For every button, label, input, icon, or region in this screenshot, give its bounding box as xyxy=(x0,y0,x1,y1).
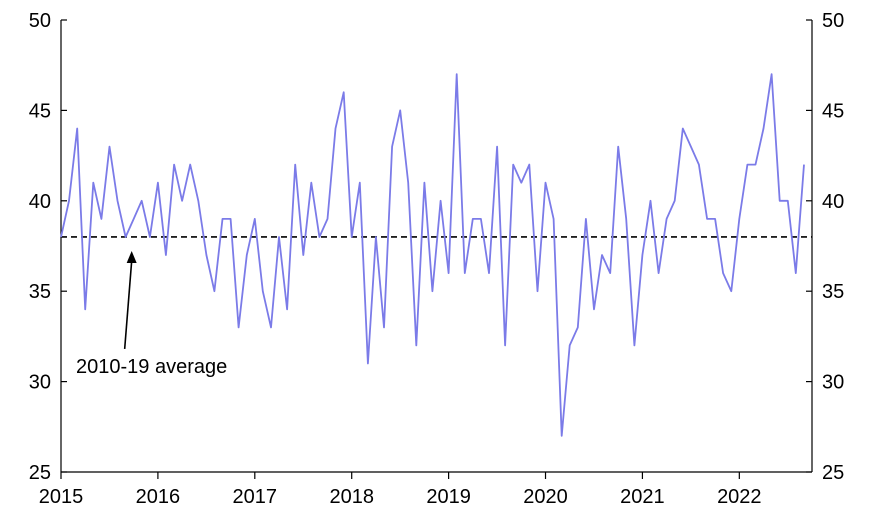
y-tick-label-left: 40 xyxy=(29,191,51,213)
y-tick-label-right: 45 xyxy=(822,100,844,122)
x-tick-label: 2020 xyxy=(523,486,568,508)
y-tick-label-right: 40 xyxy=(822,191,844,213)
x-tick-label: 2021 xyxy=(620,486,665,508)
y-tick-label-right: 30 xyxy=(822,372,844,394)
y-tick-label-left: 35 xyxy=(29,281,51,303)
annotation-label: 2010-19 average xyxy=(76,356,227,378)
y-tick-label-left: 25 xyxy=(29,462,51,484)
y-tick-label-right: 50 xyxy=(822,10,844,32)
x-tick-label: 2019 xyxy=(426,486,471,508)
x-tick-label: 2016 xyxy=(136,486,181,508)
axes: 25 25 30 30 35 35 40 40 45 45 50 50 2015 2016 2017 2018… xyxy=(29,10,845,508)
annotation-arrowhead xyxy=(126,250,137,263)
y-tick-label-left: 30 xyxy=(29,372,51,394)
x-tick-label: 2018 xyxy=(329,486,374,508)
y-tick-label-right: 25 xyxy=(822,462,844,484)
x-tick-label: 2022 xyxy=(717,486,762,508)
x-tick-label: 2015 xyxy=(39,486,84,508)
x-tick-label: 2017 xyxy=(233,486,278,508)
y-tick-label-left: 50 xyxy=(29,10,51,32)
y-tick-label-right: 35 xyxy=(822,281,844,303)
series-line xyxy=(60,73,805,437)
series-group xyxy=(60,73,805,437)
y-tick-label-left: 45 xyxy=(29,100,51,122)
annotation-arrow xyxy=(123,260,133,350)
annotation-group: 2010-19 average xyxy=(76,250,227,378)
